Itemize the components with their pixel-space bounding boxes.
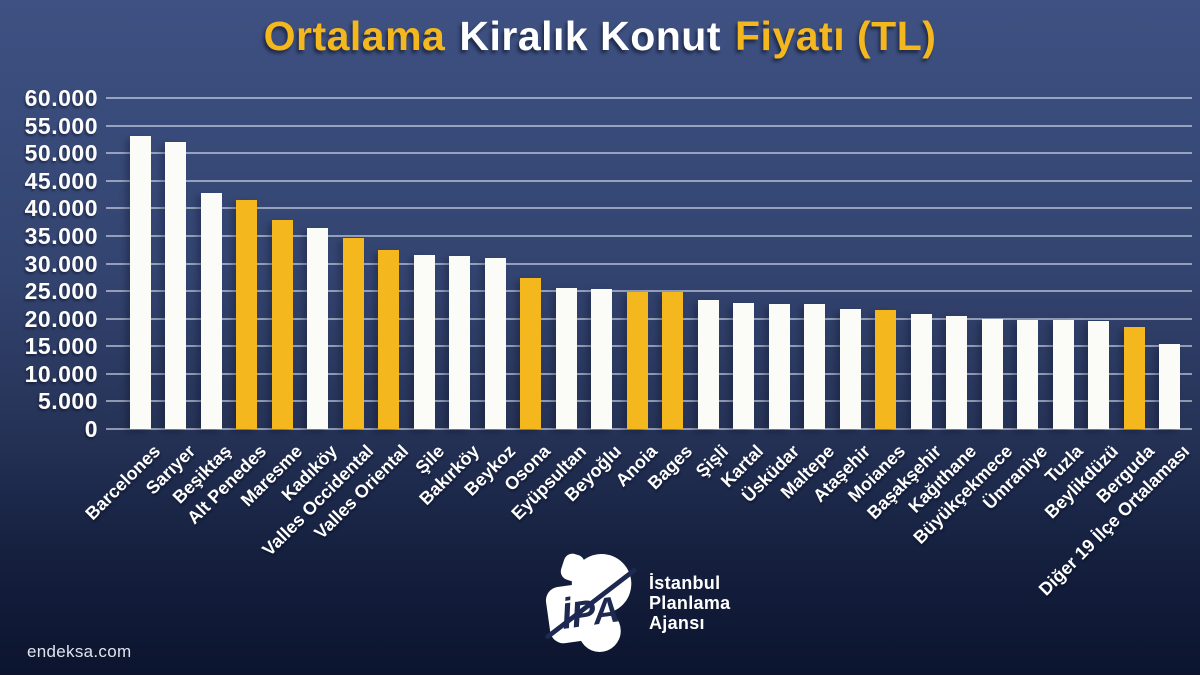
y-axis-tick-label: 30.000 bbox=[24, 250, 98, 277]
bar bbox=[1159, 344, 1180, 429]
y-axis-tick-label: 20.000 bbox=[24, 305, 98, 332]
bar bbox=[910, 314, 932, 429]
bar bbox=[875, 309, 896, 429]
bar bbox=[165, 142, 186, 429]
chart-title-part-2: Kiralık Konut bbox=[459, 13, 722, 59]
gridline bbox=[106, 234, 1192, 237]
y-axis-tick-label: 45.000 bbox=[24, 167, 98, 194]
bar bbox=[1017, 319, 1038, 429]
bar bbox=[804, 304, 825, 429]
bar bbox=[1088, 320, 1109, 429]
bar bbox=[626, 291, 648, 429]
gridline bbox=[106, 207, 1192, 210]
gridline bbox=[106, 372, 1192, 375]
y-axis-tick-label: 15.000 bbox=[24, 333, 98, 360]
chart-title-part-1: Ortalama bbox=[263, 13, 446, 59]
y-axis-tick-label: 0 bbox=[84, 416, 98, 442]
bar bbox=[200, 193, 222, 429]
y-axis-tick-label: 35.000 bbox=[24, 222, 98, 249]
bar bbox=[946, 315, 967, 429]
bar bbox=[378, 250, 399, 429]
ipa-logo-name-line3: Ajansı bbox=[649, 613, 705, 633]
bar bbox=[768, 303, 790, 429]
bar bbox=[413, 254, 435, 429]
bar bbox=[236, 200, 257, 429]
bar bbox=[591, 288, 612, 429]
ipa-logo: İPA İstanbul Planlama Ajansı bbox=[543, 550, 730, 656]
y-axis-tick-label: 50.000 bbox=[24, 140, 98, 167]
svg-text:İPA: İPA bbox=[559, 588, 622, 637]
bar bbox=[484, 257, 506, 429]
bar bbox=[129, 135, 151, 429]
gridline bbox=[106, 345, 1192, 348]
bar bbox=[342, 237, 364, 429]
chart-title-part-3: Fiyatı (TL) bbox=[735, 13, 937, 59]
gridline bbox=[106, 262, 1192, 265]
ipa-logo-name: İstanbul Planlama Ajansı bbox=[649, 573, 730, 633]
bar bbox=[1123, 326, 1145, 429]
bar bbox=[449, 255, 470, 429]
y-axis-tick-label: 25.000 bbox=[24, 278, 98, 305]
y-axis-tick-label: 60.000 bbox=[24, 85, 98, 111]
bar bbox=[307, 227, 328, 429]
bar bbox=[839, 309, 861, 429]
y-axis-tick-label: 55.000 bbox=[24, 112, 98, 139]
bar bbox=[1052, 320, 1074, 429]
bar bbox=[520, 278, 541, 429]
y-axis-tick-label: 5.000 bbox=[37, 388, 98, 415]
y-axis-tick-label: 40.000 bbox=[24, 195, 98, 222]
ipa-logo-name-line1: İstanbul bbox=[649, 573, 721, 593]
ipa-logo-icon: İPA bbox=[545, 553, 637, 652]
bar bbox=[733, 303, 754, 429]
bar bbox=[981, 319, 1003, 429]
bar bbox=[662, 292, 683, 429]
bar bbox=[271, 219, 293, 429]
y-axis-tick-label: 10.000 bbox=[24, 360, 98, 387]
ipa-logo-name-line2: Planlama bbox=[649, 593, 731, 613]
source-watermark: endeksa.com bbox=[27, 642, 132, 661]
gridline bbox=[106, 428, 1192, 430]
gridline bbox=[106, 290, 1192, 293]
gridline bbox=[106, 179, 1192, 182]
bar bbox=[697, 299, 719, 429]
gridline bbox=[106, 152, 1192, 155]
gridline bbox=[106, 400, 1192, 403]
gridline bbox=[106, 97, 1192, 99]
gridline bbox=[106, 317, 1192, 320]
chart-title: Ortalama Kiralık Konut Fiyatı (TL) bbox=[0, 10, 1200, 62]
bar bbox=[555, 288, 577, 429]
gridline bbox=[106, 124, 1192, 127]
